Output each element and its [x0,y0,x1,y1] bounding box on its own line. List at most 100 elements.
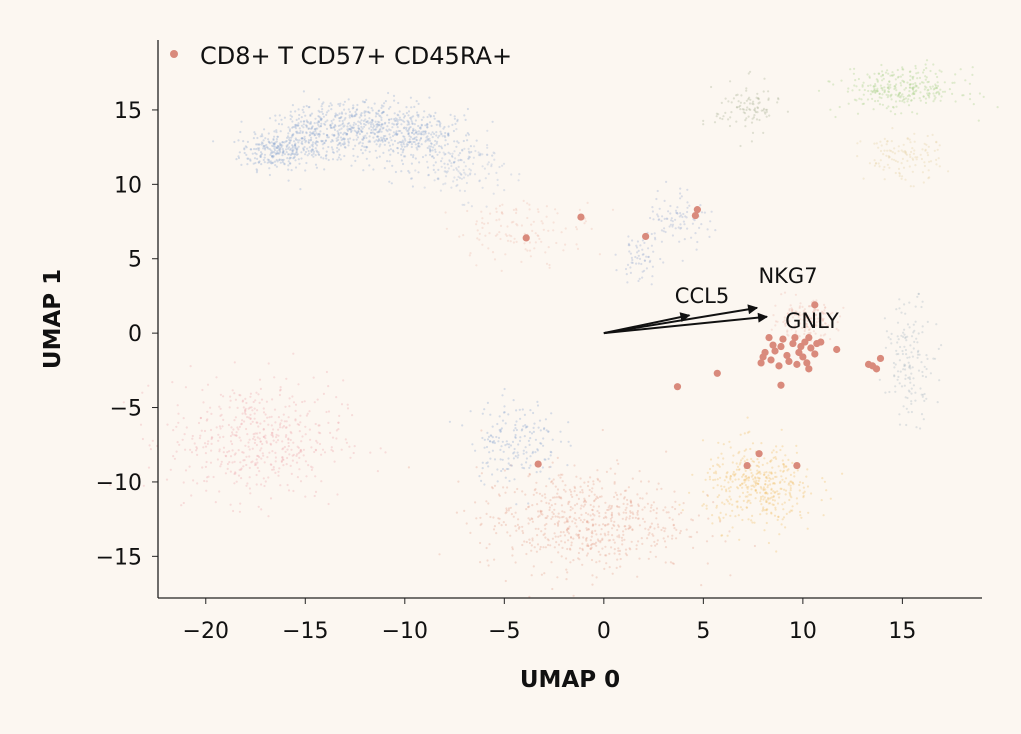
background-point [710,210,713,213]
background-point [307,127,311,130]
background-point [346,403,349,406]
background-point [173,457,176,460]
background-point [437,120,440,123]
background-point [904,312,907,315]
background-point [410,131,414,134]
background-point [549,465,552,468]
background-point [896,321,900,324]
background-point [369,131,372,134]
background-point [504,422,507,425]
background-point [206,410,209,413]
background-point [793,471,796,474]
background-point [412,129,415,132]
background-point [537,426,540,429]
background-point [320,480,323,483]
background-point [575,243,578,246]
background-point [900,311,903,314]
background-point [219,427,222,430]
background-point [468,168,471,171]
background-point [256,461,259,464]
background-point [917,86,920,89]
background-point [279,389,282,392]
background-point [372,136,375,139]
background-point [643,259,647,262]
background-point [586,484,590,488]
background-point [149,448,152,451]
background-point [440,132,443,135]
background-point [410,177,414,180]
background-point [362,119,365,122]
background-point [642,253,645,256]
background-point [265,146,268,149]
background-point [403,114,407,118]
background-point [450,162,453,165]
background-point [900,385,904,388]
background-point [743,479,746,482]
background-point [398,110,401,113]
background-point [596,538,600,541]
background-point [903,303,906,306]
background-point [907,411,910,414]
background-point [465,181,468,185]
background-points [109,59,999,598]
background-point [690,236,693,239]
background-point [566,547,569,551]
background-point [440,160,443,163]
background-point [414,169,417,172]
background-point [245,401,248,405]
background-point [501,164,504,167]
background-point [539,429,542,432]
background-point [396,126,399,129]
background-point [763,111,767,114]
background-point [536,448,539,451]
background-point [363,125,366,128]
background-point [935,92,938,95]
background-point [308,122,311,125]
background-point [937,157,940,160]
background-point [563,534,567,537]
background-point [204,465,207,468]
background-point [526,216,529,220]
background-point [644,527,647,530]
background-point [206,442,209,445]
background-point [626,263,630,266]
background-point [554,535,557,538]
background-point [337,421,340,424]
background-point [752,484,755,487]
background-point [259,154,262,157]
background-point [310,144,313,147]
background-point [823,309,826,312]
background-point [296,453,299,456]
background-point [303,135,306,138]
background-point [772,314,775,317]
background-point [922,181,925,184]
background-point [333,134,336,137]
background-point [894,385,897,388]
background-point [294,127,297,130]
background-point [891,127,894,130]
background-point [287,445,290,448]
background-point [682,220,686,223]
background-point [609,517,613,520]
background-point [537,510,540,513]
background-point [481,243,484,246]
background-point [310,149,313,152]
background-point [744,484,748,487]
background-point [365,157,368,160]
background-point [373,133,376,136]
background-point [691,473,694,476]
background-point [910,402,913,405]
background-point [943,81,946,84]
background-point [258,456,261,459]
background-point [298,423,301,426]
background-point [773,482,776,485]
background-point [880,144,883,147]
background-point [189,365,192,368]
background-point [324,120,327,123]
background-point [745,486,749,489]
background-point [858,88,861,92]
background-point [714,470,717,473]
background-point [308,146,311,149]
background-point [799,302,802,305]
background-point [542,428,546,431]
